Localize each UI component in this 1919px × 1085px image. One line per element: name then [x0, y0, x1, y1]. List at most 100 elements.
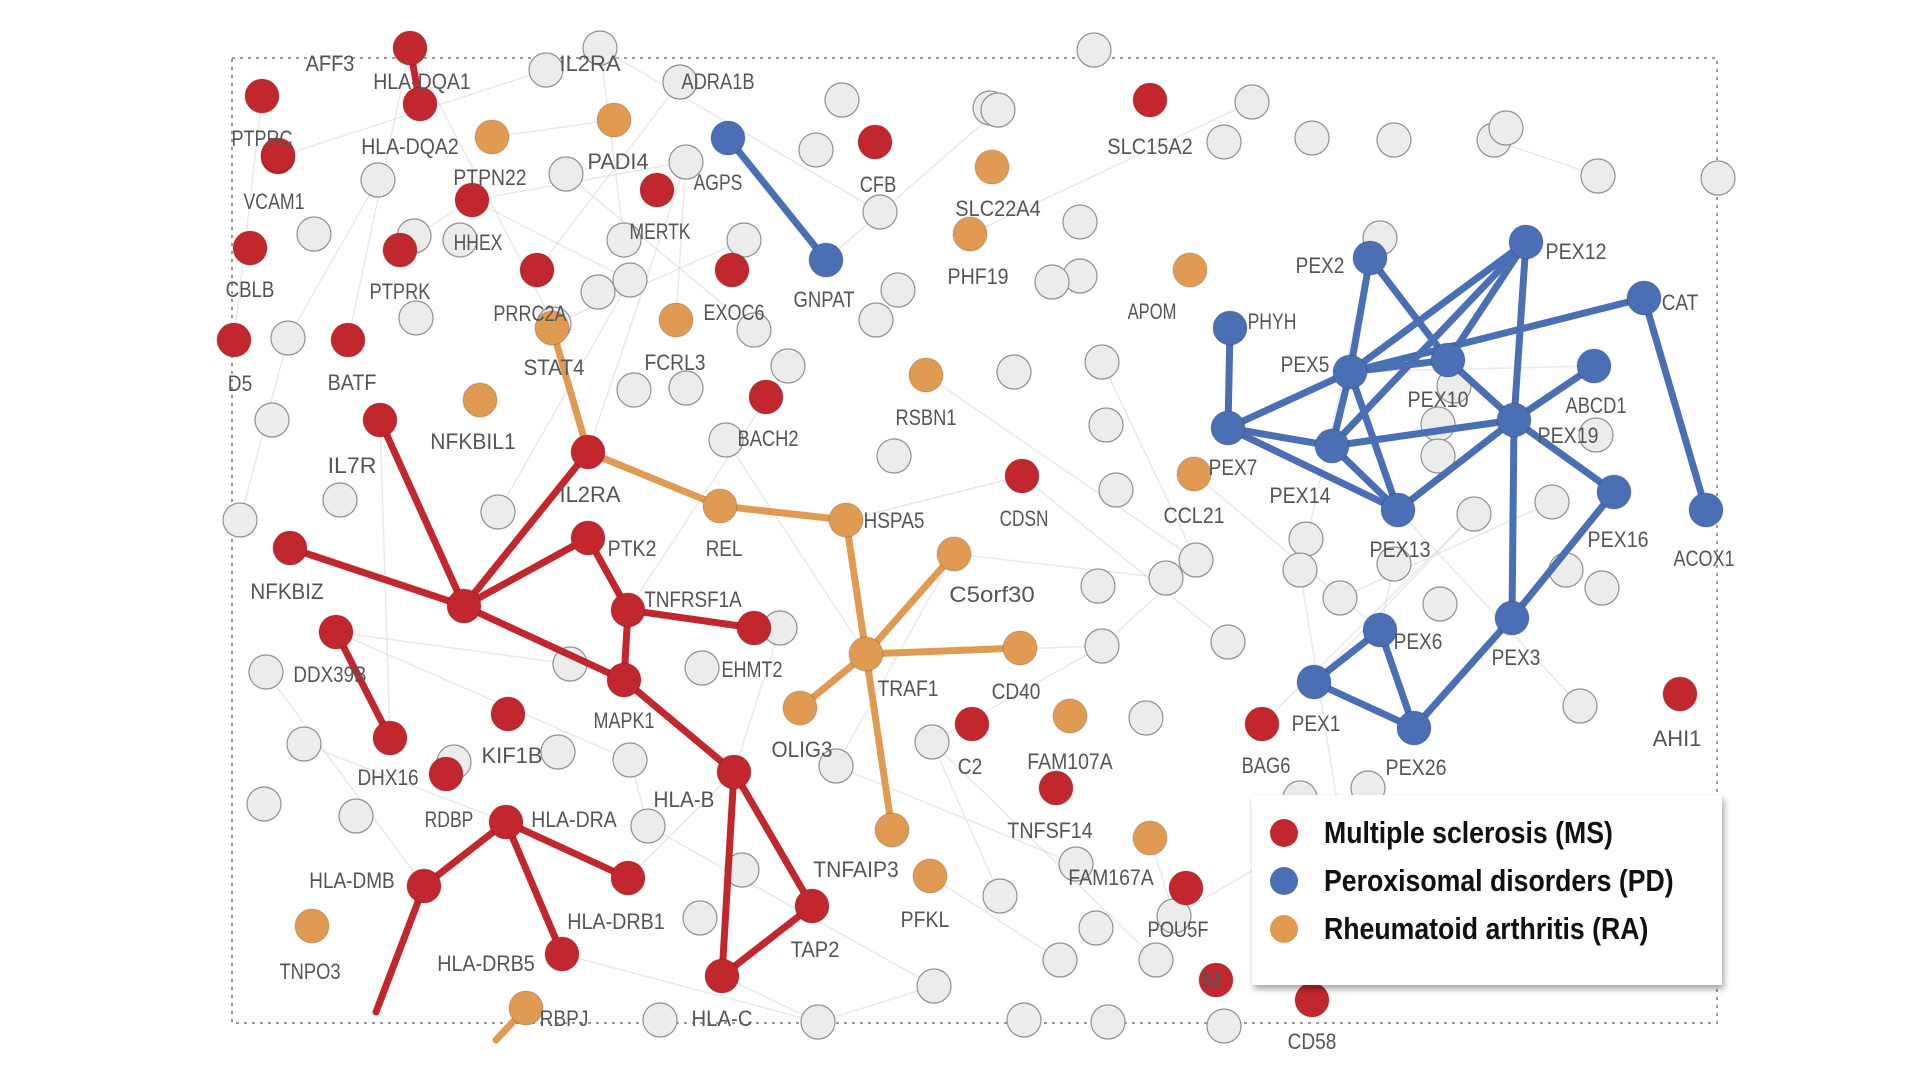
background-edge [561, 953, 819, 1023]
node-labels: AFF3 HLA-DQA1 IL2RA ADRA1B PTPRC HLA-DQA2 PADI… [0, 0, 1735, 1054]
ms-gene-node-batf [330, 322, 366, 358]
unaffiliated-gene-node [1376, 122, 1412, 158]
gene-label-cdsn: CDSN [1000, 506, 1049, 531]
pd-edge-pex2-pex10 [1366, 254, 1452, 364]
unaffiliated-gene-node [548, 156, 584, 192]
background-edge [647, 825, 935, 987]
ra-gene-node-cd40 [1002, 630, 1038, 666]
unaffiliated-gene-node [642, 1002, 678, 1038]
unaffiliated-gene-node [1062, 204, 1098, 240]
gene-label-kif1b: KIF1B [482, 743, 543, 768]
gene-label-pex13: PEX13 [1370, 537, 1431, 562]
unaffiliated-gene-node [1376, 546, 1412, 582]
unaffiliated-gene-node [668, 370, 704, 406]
ms-gene-node-hla-dmb [406, 868, 442, 904]
unaffiliated-gene-node [1078, 910, 1114, 946]
ms-edge-stat3-nfkbiz [286, 544, 468, 610]
unaffiliated-gene-node [1422, 586, 1458, 622]
legend: Multiple sclerosis (MS) Peroxisomal diso… [1252, 795, 1722, 985]
background-edge [725, 439, 867, 655]
gene-label-pex1: PEX1 [1292, 711, 1341, 736]
ms-gene-node-mapk1 [606, 662, 642, 698]
disease-edges [286, 44, 1710, 1044]
background-edge [599, 47, 625, 241]
gene-label-il7r: IL7R [328, 453, 377, 478]
background-edge [303, 743, 507, 823]
unaffiliated-gene-node [684, 650, 720, 686]
gene-label-cd58: CD58 [1288, 1029, 1337, 1054]
ms-gene-node-tap2 [794, 888, 830, 924]
unaffiliated-gene-node [528, 52, 564, 88]
gene-label-hla-b: HLA-B [654, 787, 715, 812]
ms-gene-node-aff3 [392, 30, 428, 66]
ms-edge-stat3-mapk1 [460, 602, 628, 684]
pd-edge-pex19-pex16 [1510, 416, 1618, 496]
gene-label-c2: C2 [958, 754, 982, 779]
unaffiliated-gene-node [580, 274, 616, 310]
background-edge [835, 765, 1077, 865]
gene-label-ehmt2: EHMT2 [722, 657, 783, 682]
ra-gene-node-stat4 [534, 310, 570, 346]
gene-label-fcrl3: FCRL3 [645, 350, 706, 375]
ms-gene-node-pou5f [1168, 870, 1204, 906]
ra-gene-node-rel [702, 488, 738, 524]
gene-label-hla-c: HLA-C [692, 1006, 753, 1031]
gene-label-tap2: TAP2 [791, 937, 840, 962]
gene-label-il2ra: IL2RA [560, 482, 621, 507]
ra-edge-rel-hspa5 [716, 502, 850, 524]
unaffiliated-gene-node [1562, 688, 1598, 724]
diagram-frame [231, 57, 1718, 1024]
pd-edge-pex12-pex10 [1444, 238, 1530, 364]
legend-item-pd: Peroxisomal disorders (PD) [1252, 861, 1731, 901]
gene-label-c5orf30: C5orf30 [949, 582, 1034, 607]
ra-gene-node-ccl21 [1176, 456, 1212, 492]
unaffiliated-gene-node [296, 216, 332, 252]
pd-gene-node-pex1 [1296, 664, 1332, 700]
ms-gene-node-bach2 [748, 379, 784, 415]
unaffiliated-gene-node [1148, 560, 1184, 596]
unaffiliated-gene-node [1288, 521, 1324, 557]
gene-label-hla-drb5: HLA-DRB5 [437, 951, 535, 976]
ms-edge-ddx39b-dhx16 [332, 628, 394, 742]
ra-gene-node-rsbn1 [908, 357, 944, 393]
unaffiliated-gene-node [914, 724, 950, 760]
ms-gene-node-cfb [857, 124, 893, 160]
gene-label-prrc2a: PRRC2A [493, 301, 566, 326]
background-edge [721, 975, 819, 1023]
gene-label-pex10: PEX10 [1408, 387, 1469, 412]
unaffiliated-gene-node [442, 222, 478, 258]
pd-gene-node-pex12 [1508, 224, 1544, 260]
gene-label-nfkbil1: NFKBIL1 [430, 429, 515, 454]
ra-gene-node-rbpj [508, 990, 544, 1026]
unaffiliated-gene-node [996, 354, 1032, 390]
gene-label-pex6: PEX6 [1394, 629, 1443, 654]
gene-label-ptprc: PTPRC [232, 126, 293, 151]
gene-label-pex7: PEX7 [1209, 455, 1258, 480]
ra-gene-node-c5orf30 [936, 536, 972, 572]
ra-gene-node-phf19 [952, 216, 988, 252]
background-edge [969, 101, 1253, 235]
unaffiliated-gene-node [1128, 700, 1164, 736]
gene-label-slc15a2: SLC15A2 [1107, 134, 1192, 159]
unaffiliated-gene-node [322, 482, 358, 518]
gene-label-il2ra_top: IL2RA [560, 51, 621, 76]
pd-edge-pex7-pex13 [1224, 424, 1402, 514]
ms-gene-node-hla-drb1 [610, 860, 646, 896]
pd-gene-node-pex6 [1362, 612, 1398, 648]
unaffiliated-gene-node [1234, 84, 1270, 120]
unaffiliated-gene-node [798, 132, 834, 168]
legend-item-ra: Rheumatoid arthritis (RA) [1252, 909, 1701, 949]
pd-gene-node-pex26 [1396, 710, 1432, 746]
ra-edge-hspa5-traf1 [842, 516, 870, 658]
unaffiliated-gene-node [222, 502, 258, 538]
gene-label-hhex: HHEX [454, 230, 503, 255]
ms-gene-node-hla-dqa1 [402, 86, 438, 122]
gene-label-batf: BATF [328, 370, 377, 395]
background-edge [1021, 475, 1229, 643]
unaffiliated-gene-node [1420, 438, 1456, 474]
ms-edge-hla-dmb-hla-dmb_tail [372, 882, 428, 1016]
ra-edge-traf1-c5orf30 [862, 550, 958, 658]
unaffiliated-gene-node [708, 422, 744, 458]
gene-label-pex2: PEX2 [1296, 253, 1345, 278]
ms-edge-hla-dra-hla-drb5 [502, 818, 566, 958]
